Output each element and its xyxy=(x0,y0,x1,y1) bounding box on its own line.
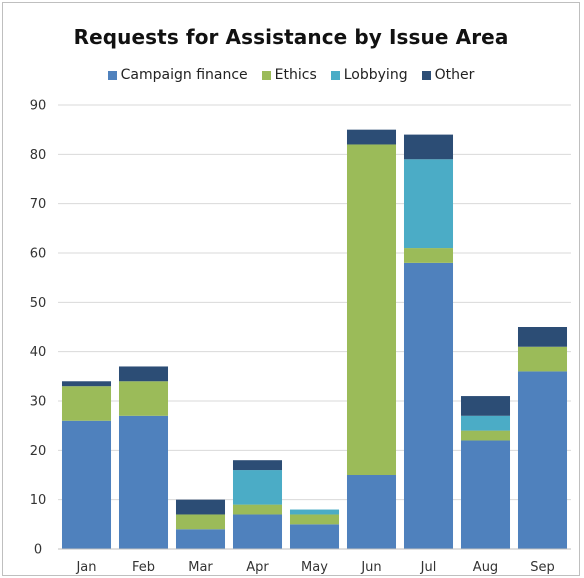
legend: Campaign finance Ethics Lobbying Other xyxy=(3,67,579,83)
bar-segment xyxy=(517,346,568,372)
legend-swatch xyxy=(421,70,431,80)
y-tick-label: 50 xyxy=(30,296,47,311)
x-tick-label: Aug xyxy=(473,560,498,575)
bar-segment xyxy=(232,460,283,471)
y-tick-label: 90 xyxy=(30,99,47,114)
bar-segment xyxy=(403,248,454,263)
bar-segment xyxy=(403,262,454,549)
bar-segment xyxy=(403,134,454,160)
bar-segment xyxy=(232,504,283,515)
legend-label: Campaign finance xyxy=(120,67,248,83)
bar-segment xyxy=(61,420,112,549)
y-tick-label: 20 xyxy=(30,444,47,459)
bar-segment xyxy=(232,470,283,505)
bar-segment xyxy=(289,524,340,549)
bar-segment xyxy=(175,514,226,530)
bar-segment xyxy=(118,381,169,416)
bar-segment xyxy=(403,159,454,249)
bar-segment xyxy=(346,129,397,145)
y-tick-label: 70 xyxy=(30,197,47,212)
bar-segment xyxy=(346,144,397,475)
chart-title: Requests for Assistance by Issue Area xyxy=(73,25,509,49)
x-tick-label: May xyxy=(301,560,328,575)
legend-swatch xyxy=(107,70,117,80)
legend-item: Campaign finance xyxy=(107,67,248,83)
x-tick-label: Jan xyxy=(75,560,96,575)
legend-item: Other xyxy=(421,67,475,83)
bar-segment xyxy=(61,381,112,387)
plot-area: 0 10 20 30 40 50 60 70 80 90 Jan Feb Mar Apr May Jun Jul… xyxy=(30,99,571,575)
bar-segment xyxy=(232,514,283,549)
y-tick-label: 10 xyxy=(30,493,47,508)
legend-label: Other xyxy=(434,67,475,83)
x-tick-label: Apr xyxy=(246,560,269,575)
bar-segment xyxy=(175,499,226,515)
legend-label: Ethics xyxy=(274,67,317,83)
bar-segment xyxy=(460,415,511,431)
bar-segment xyxy=(61,386,112,421)
bar-segment xyxy=(517,327,568,347)
legend-swatch xyxy=(261,70,271,80)
bar-segment xyxy=(289,509,340,515)
x-tick-label: Jun xyxy=(360,560,381,575)
y-tick-label: 80 xyxy=(30,148,47,163)
x-tick-label: Feb xyxy=(132,560,155,575)
bar-segment xyxy=(118,366,169,382)
y-tick-label: 60 xyxy=(30,247,47,262)
y-tick-label: 40 xyxy=(30,345,47,360)
bar-segment xyxy=(517,371,568,549)
bar-segment xyxy=(175,529,226,549)
bar-segment xyxy=(289,514,340,525)
legend-label: Lobbying xyxy=(343,67,408,83)
x-tick-label: Sep xyxy=(530,560,555,575)
bar-segment xyxy=(460,440,511,549)
bar-segment xyxy=(460,430,511,441)
x-tick-label: Jul xyxy=(420,560,437,575)
x-tick-label: Mar xyxy=(188,560,213,575)
y-tick-label: 30 xyxy=(30,395,47,410)
bar-segment xyxy=(460,396,511,416)
legend-swatch xyxy=(330,70,340,80)
bar-segment xyxy=(118,415,169,549)
bar-segment xyxy=(346,475,397,549)
y-tick-label: 0 xyxy=(34,543,42,558)
legend-item: Lobbying xyxy=(330,67,408,83)
legend-item: Ethics xyxy=(261,67,317,83)
